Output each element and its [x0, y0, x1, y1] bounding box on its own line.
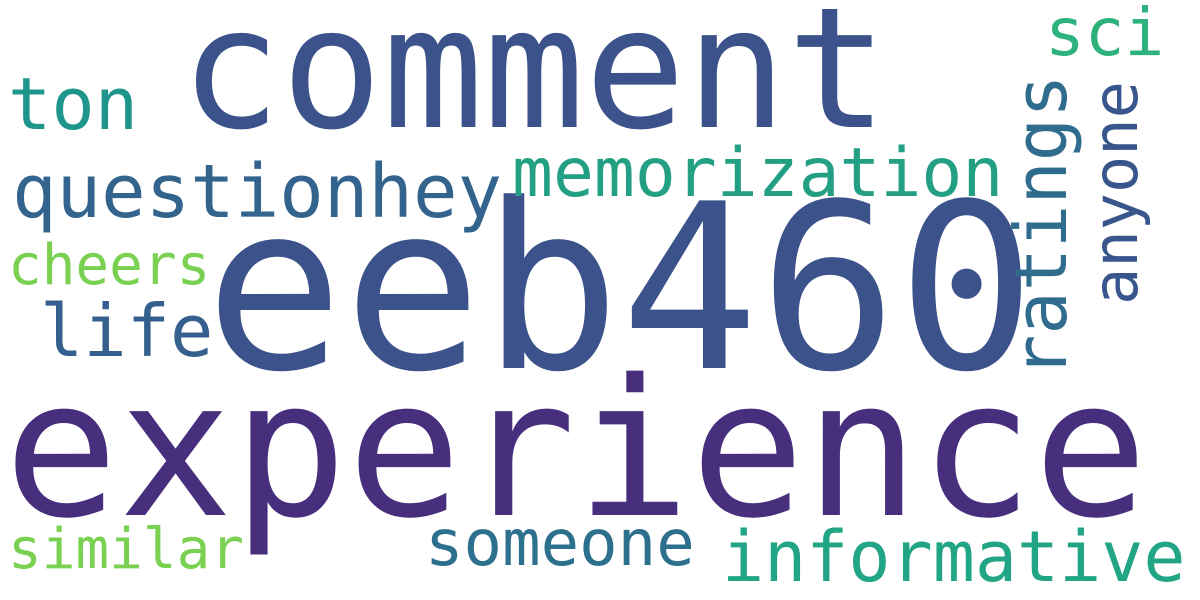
word-ratings: ratings: [999, 74, 1083, 378]
word-anyone: anyone: [1079, 81, 1152, 305]
word-life: life: [40, 289, 214, 373]
word-cheers: cheers: [8, 233, 211, 298]
word-questionhey: questionhey: [12, 149, 503, 235]
word-comment: comment: [180, 0, 889, 167]
word-similar: similar: [8, 517, 245, 582]
word-memorization: memorization: [512, 134, 1004, 213]
word-someone: someone: [425, 507, 695, 581]
word-experience: experience: [4, 339, 1148, 560]
word-informative: informative: [722, 516, 1186, 598]
word-sci: sci: [1045, 0, 1165, 71]
word-eeb460: eeb460: [205, 156, 1036, 423]
word-ton: ton: [8, 62, 139, 146]
